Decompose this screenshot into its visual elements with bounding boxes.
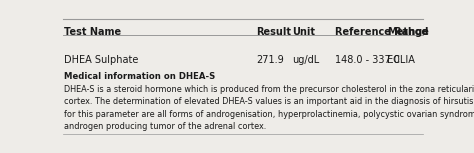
Text: Unit: Unit [292,27,316,37]
Text: androgen producing tumor of the adrenal cortex.: androgen producing tumor of the adrenal … [64,122,266,131]
Text: Reference Range: Reference Range [336,27,429,37]
Text: ug/dL: ug/dL [292,56,320,65]
Text: for this parameter are all forms of androgenisation, hyperprolactinemia, polycys: for this parameter are all forms of andr… [64,110,474,119]
Text: Medical information on DHEA-S: Medical information on DHEA-S [64,72,215,81]
Text: DHEA Sulphate: DHEA Sulphate [64,56,138,65]
Text: cortex. The determination of elevated DHEA-S values is an important aid in the d: cortex. The determination of elevated DH… [64,97,474,106]
Text: DHEA-S is a steroid hormone which is produced from the precursor cholesterol in : DHEA-S is a steroid hormone which is pro… [64,85,474,94]
Text: Method: Method [387,27,429,37]
Text: 148.0 - 337.0: 148.0 - 337.0 [336,56,401,65]
Text: 271.9: 271.9 [256,56,283,65]
Text: Result: Result [256,27,291,37]
Text: ECLIA: ECLIA [387,56,415,65]
Text: Test Name: Test Name [64,27,121,37]
